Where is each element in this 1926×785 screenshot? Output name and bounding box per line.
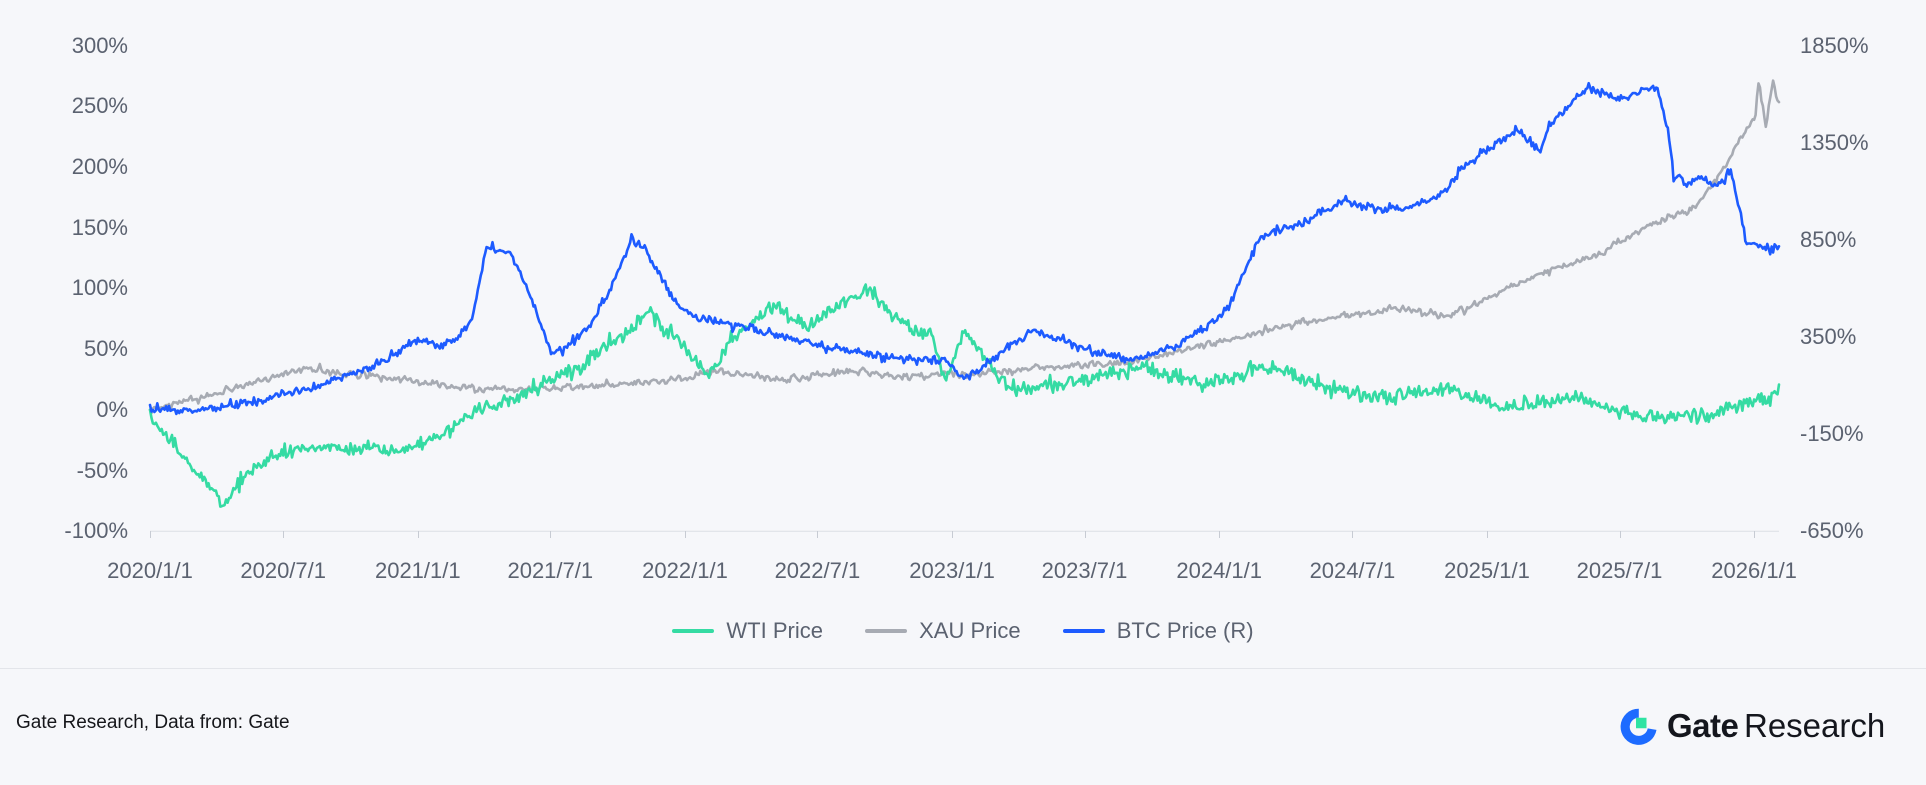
svg-text:Research: Research [1744, 707, 1885, 744]
svg-text:Gate: Gate [1667, 707, 1739, 744]
